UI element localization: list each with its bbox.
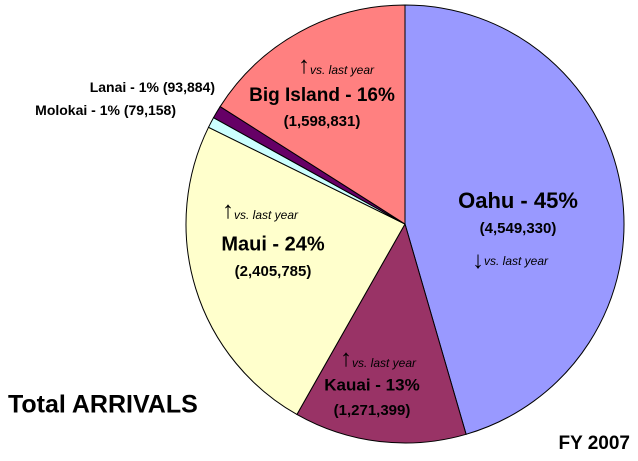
- trend-arrow: ↑: [222, 197, 234, 224]
- pie: [185, 4, 625, 444]
- trend-label: vs. last year: [310, 63, 375, 77]
- pie-slice: [296, 222, 467, 444]
- outside-label: Molokai - 1% (79,158): [35, 102, 176, 118]
- value-label: (93,884): [163, 79, 215, 95]
- slice-label: Maui - 24%: [221, 233, 325, 255]
- trend-annotation: ↑vs. last year: [222, 197, 299, 224]
- trend-label: vs. last year: [352, 356, 417, 370]
- chart-title: Total ARRIVALS: [8, 391, 198, 419]
- value-label: (2,405,785): [235, 263, 312, 280]
- trend-annotation: ↑vs. last year: [298, 52, 375, 79]
- slice-label: Big Island - 16%: [249, 85, 395, 106]
- trend-label: vs. last year: [484, 254, 549, 268]
- slice-label: Kauai - 13%: [324, 375, 419, 394]
- trend-arrow: ↑: [340, 345, 352, 372]
- slice-label: Oahu - 45%: [458, 188, 578, 213]
- outside-label: Lanai - 1% (93,884): [90, 79, 215, 95]
- value-label: (1,271,399): [334, 402, 411, 419]
- trend-label: vs. last year: [234, 208, 299, 222]
- pie-slice: [404, 4, 625, 435]
- pie-slice: [219, 4, 406, 225]
- value-label: (4,549,330): [480, 220, 557, 237]
- trend-arrow: ↓: [472, 247, 484, 274]
- trend-arrow: ↑: [298, 52, 310, 79]
- value-label: (79,158): [124, 102, 176, 118]
- trend-annotation: ↑vs. last year: [340, 345, 417, 372]
- slice-label: Lanai - 1%: [90, 79, 160, 95]
- chart-subtitle: FY 2007: [559, 433, 630, 454]
- value-label: (1,598,831): [284, 113, 361, 130]
- slice-label: Molokai - 1%: [35, 102, 120, 118]
- pie-slice: [185, 126, 406, 416]
- trend-annotation: ↓vs. last year: [472, 247, 549, 274]
